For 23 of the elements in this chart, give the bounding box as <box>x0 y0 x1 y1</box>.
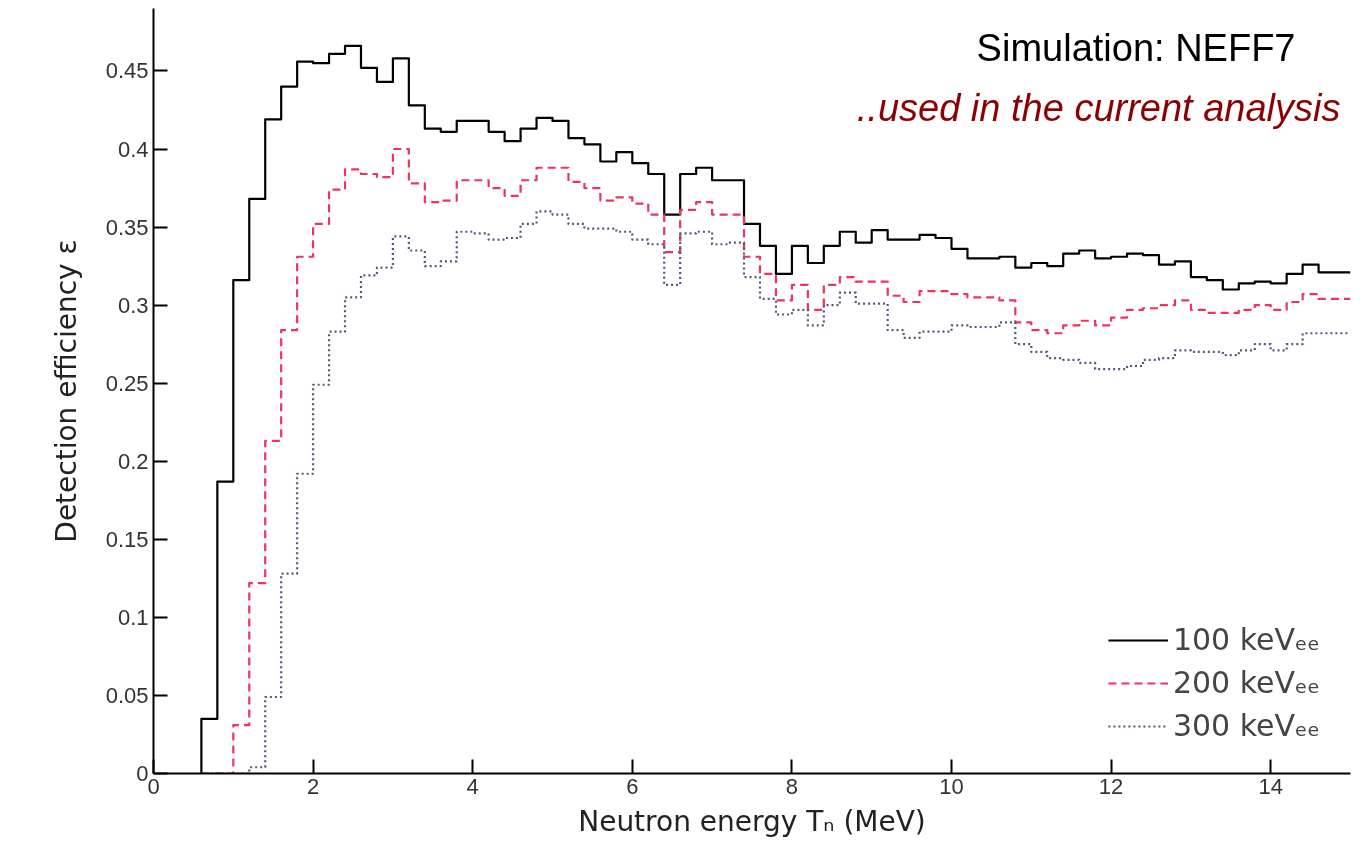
y-tick-label: 0.35 <box>105 214 149 240</box>
annotation: ..used in the current analysis <box>856 86 1341 129</box>
y-tick-label: 0.3 <box>117 292 149 318</box>
y-tick-label: 0.1 <box>117 604 149 630</box>
y-axis-title: Detection efficiency ε <box>49 239 83 543</box>
y-tick-label: 0.05 <box>105 682 149 708</box>
legend-label: 200 keVₑₑ <box>1172 665 1320 700</box>
annotation: Simulation: NEFF7 <box>976 26 1296 69</box>
y-tick-label: 0.25 <box>105 370 149 396</box>
y-tick-label: 0.45 <box>105 58 149 84</box>
legend-label: 100 keVₑₑ <box>1172 622 1320 657</box>
x-tick-label: 14 <box>1258 773 1283 799</box>
x-tick-label: 2 <box>306 773 320 799</box>
x-axis-title: Neutron energy Tₙ (MeV) <box>578 804 926 838</box>
y-tick-label: 0.2 <box>117 448 149 474</box>
legend-label: 300 keVₑₑ <box>1172 708 1320 743</box>
x-tick-label: 6 <box>626 773 639 799</box>
y-tick-label: 0.4 <box>117 136 149 162</box>
x-tick-label: 4 <box>466 773 479 799</box>
x-tick-label: 8 <box>785 773 799 799</box>
x-tick-label: 12 <box>1098 773 1124 799</box>
x-tick-label: 10 <box>939 773 964 799</box>
y-tick-label: 0.15 <box>105 526 149 552</box>
